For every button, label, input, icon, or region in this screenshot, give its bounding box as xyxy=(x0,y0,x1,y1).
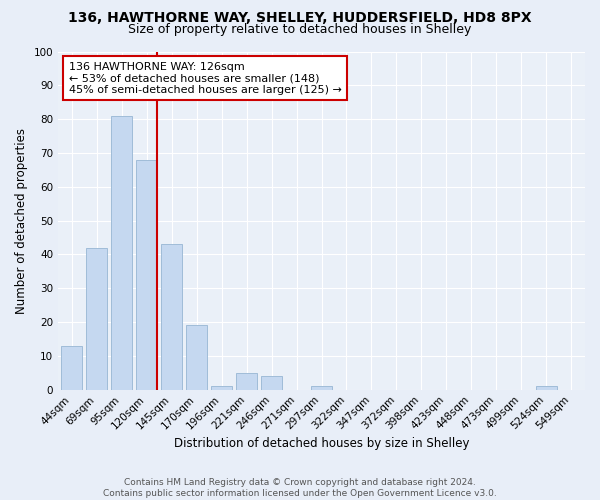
Bar xyxy=(211,386,232,390)
Bar xyxy=(261,376,282,390)
Bar xyxy=(161,244,182,390)
Text: 136, HAWTHORNE WAY, SHELLEY, HUDDERSFIELD, HD8 8PX: 136, HAWTHORNE WAY, SHELLEY, HUDDERSFIEL… xyxy=(68,12,532,26)
Bar xyxy=(86,248,107,390)
X-axis label: Distribution of detached houses by size in Shelley: Distribution of detached houses by size … xyxy=(174,437,469,450)
Bar xyxy=(236,373,257,390)
Bar xyxy=(111,116,133,390)
Bar xyxy=(61,346,82,390)
Bar xyxy=(536,386,557,390)
Bar xyxy=(186,326,207,390)
Text: Contains HM Land Registry data © Crown copyright and database right 2024.
Contai: Contains HM Land Registry data © Crown c… xyxy=(103,478,497,498)
Y-axis label: Number of detached properties: Number of detached properties xyxy=(15,128,28,314)
Bar xyxy=(311,386,332,390)
Text: Size of property relative to detached houses in Shelley: Size of property relative to detached ho… xyxy=(128,22,472,36)
Bar xyxy=(136,160,157,390)
Text: 136 HAWTHORNE WAY: 126sqm
← 53% of detached houses are smaller (148)
45% of semi: 136 HAWTHORNE WAY: 126sqm ← 53% of detac… xyxy=(68,62,341,95)
